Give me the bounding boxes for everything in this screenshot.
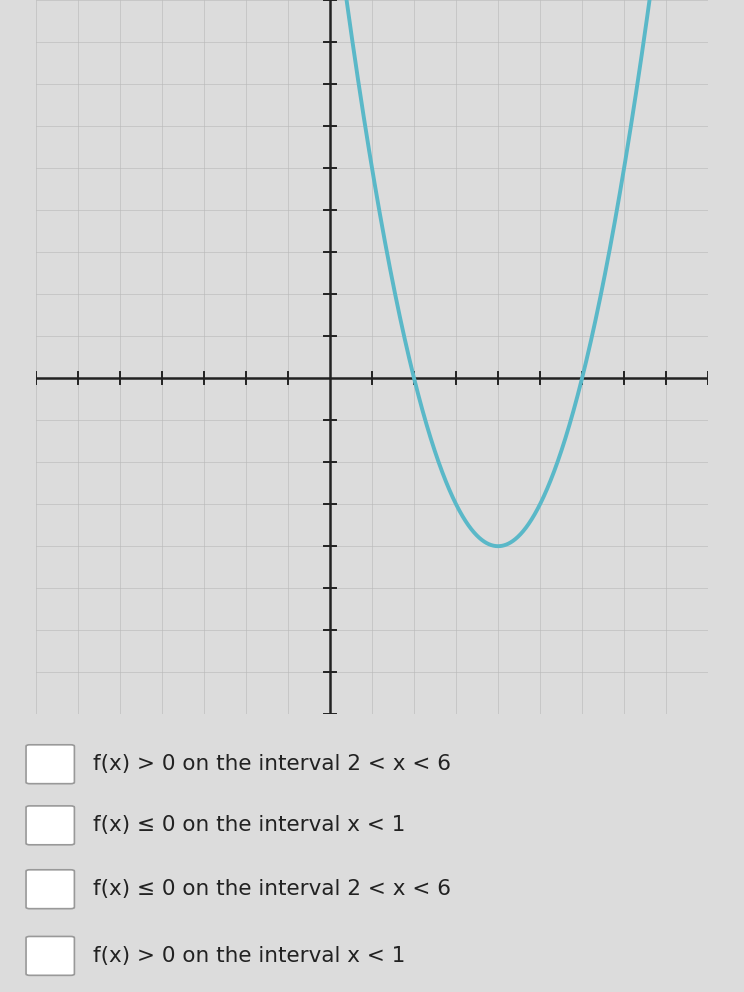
Text: f(x) > 0 on the interval 2 < x < 6: f(x) > 0 on the interval 2 < x < 6 — [93, 754, 451, 774]
Text: f(x) ≤ 0 on the interval x < 1: f(x) ≤ 0 on the interval x < 1 — [93, 815, 405, 835]
FancyBboxPatch shape — [26, 936, 74, 975]
Text: f(x) > 0 on the interval x < 1: f(x) > 0 on the interval x < 1 — [93, 946, 405, 966]
FancyBboxPatch shape — [26, 870, 74, 909]
Text: f(x) ≤ 0 on the interval 2 < x < 6: f(x) ≤ 0 on the interval 2 < x < 6 — [93, 879, 451, 899]
FancyBboxPatch shape — [26, 806, 74, 845]
FancyBboxPatch shape — [26, 745, 74, 784]
